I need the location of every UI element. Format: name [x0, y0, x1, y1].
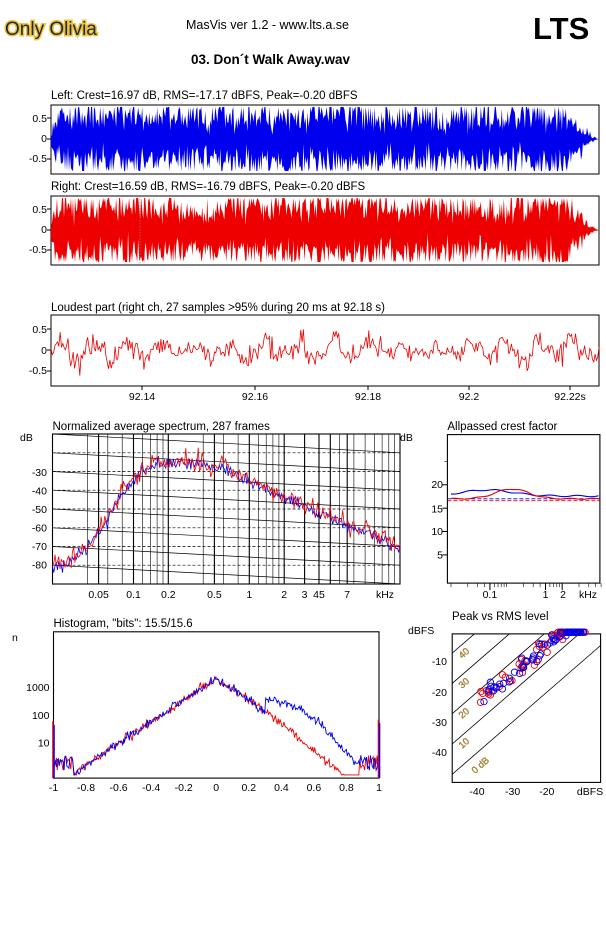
svg-text:Loudest part (right ch, 27 sam: Loudest part (right ch, 27 samples >95% … [51, 302, 385, 314]
svg-text:100: 100 [32, 710, 50, 722]
svg-text:92.2: 92.2 [459, 391, 480, 403]
svg-text:-0.2: -0.2 [175, 782, 193, 794]
svg-text:0.1: 0.1 [126, 589, 141, 601]
svg-text:0: 0 [41, 224, 47, 236]
svg-text:7: 7 [344, 589, 350, 601]
svg-text:kHz: kHz [376, 589, 394, 601]
svg-text:0.2: 0.2 [241, 782, 256, 794]
svg-text:-50: -50 [32, 504, 47, 516]
svg-text:Normalized average spectrum, 2: Normalized average spectrum, 287 frames [53, 421, 271, 433]
svg-text:-0.5: -0.5 [29, 153, 47, 165]
svg-text:0.5: 0.5 [207, 589, 222, 601]
svg-text:1: 1 [543, 589, 549, 601]
svg-text:-20: -20 [432, 687, 447, 699]
svg-text:0: 0 [213, 782, 219, 794]
svg-text:dB: dB [400, 432, 413, 444]
svg-text:0.8: 0.8 [339, 782, 354, 794]
svg-text:03. Don´t Walk Away.wav: 03. Don´t Walk Away.wav [191, 52, 351, 67]
svg-text:0.5: 0.5 [32, 204, 47, 216]
svg-text:1000: 1000 [26, 682, 50, 694]
svg-text:0.1: 0.1 [483, 589, 498, 601]
svg-text:20: 20 [431, 479, 443, 491]
svg-text:n: n [12, 632, 18, 644]
svg-text:10: 10 [431, 526, 443, 538]
svg-text:-0.8: -0.8 [77, 782, 95, 794]
svg-text:kHz: kHz [579, 589, 597, 601]
svg-text:10: 10 [38, 738, 50, 750]
svg-text:MasVis ver 1.2 - www.lts.a.se: MasVis ver 1.2 - www.lts.a.se [186, 18, 349, 32]
svg-text:LTS: LTS [533, 11, 589, 46]
svg-text:2: 2 [560, 589, 566, 601]
svg-text:Right: Crest=16.59 dB, RMS=-16: Right: Crest=16.59 dB, RMS=-16.79 dBFS, … [51, 181, 366, 193]
svg-text:Left: Crest=16.97 dB, RMS=-17.: Left: Crest=16.97 dB, RMS=-17.17 dBFS, P… [51, 90, 358, 102]
svg-text:2: 2 [281, 589, 287, 601]
svg-text:Allpassed crest factor: Allpassed crest factor [447, 421, 557, 433]
svg-text:0.5: 0.5 [32, 113, 47, 125]
svg-text:0.4: 0.4 [274, 782, 289, 794]
svg-text:-0.4: -0.4 [142, 782, 160, 794]
svg-text:dBFS: dBFS [577, 786, 603, 798]
svg-text:dB: dB [20, 432, 33, 444]
svg-text:-1: -1 [49, 782, 58, 794]
svg-text:92.14: 92.14 [129, 391, 155, 403]
svg-text:-60: -60 [32, 523, 47, 535]
svg-text:-40: -40 [32, 486, 47, 498]
svg-text:-70: -70 [32, 541, 47, 553]
svg-text:-80: -80 [32, 560, 47, 572]
svg-text:-20: -20 [539, 786, 554, 798]
svg-text:Peak vs RMS level: Peak vs RMS level [452, 611, 549, 623]
svg-text:-10: -10 [432, 656, 447, 668]
svg-text:92.18: 92.18 [355, 391, 381, 403]
svg-text:-40: -40 [469, 786, 484, 798]
svg-text:5: 5 [437, 550, 443, 562]
svg-text:0.6: 0.6 [307, 782, 322, 794]
svg-text:0.05: 0.05 [88, 589, 109, 601]
svg-text:-0.6: -0.6 [110, 782, 128, 794]
svg-text:Histogram, "bits": 15.5/15.6: Histogram, "bits": 15.5/15.6 [54, 618, 193, 630]
svg-text:-30: -30 [505, 786, 520, 798]
svg-text:Only Olivia: Only Olivia [5, 19, 97, 40]
svg-text:-0.5: -0.5 [29, 244, 47, 256]
svg-text:-0.5: -0.5 [29, 365, 47, 377]
svg-text:-30: -30 [432, 717, 447, 729]
svg-text:0.5: 0.5 [32, 324, 47, 336]
svg-text:1: 1 [246, 589, 252, 601]
svg-text:92.22s: 92.22s [554, 391, 586, 403]
svg-text:92.16: 92.16 [242, 391, 268, 403]
svg-text:-40: -40 [432, 747, 447, 759]
svg-text:0: 0 [41, 345, 47, 357]
svg-text:15: 15 [431, 504, 443, 516]
svg-text:0: 0 [41, 133, 47, 145]
svg-text:-30: -30 [32, 467, 47, 479]
svg-text:1: 1 [376, 782, 382, 794]
svg-text:dBFS: dBFS [408, 625, 434, 637]
svg-text:45: 45 [313, 589, 325, 601]
svg-text:3: 3 [302, 589, 308, 601]
svg-text:0.2: 0.2 [161, 589, 176, 601]
